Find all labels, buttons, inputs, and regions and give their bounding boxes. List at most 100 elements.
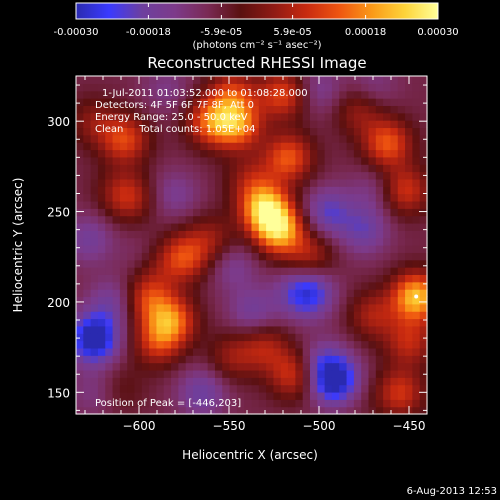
heatmap-cell (405, 325, 413, 334)
heatmap-cell (193, 333, 201, 342)
heatmap-cell (405, 237, 413, 246)
heatmap-cell (302, 112, 311, 121)
heatmap-cell (236, 311, 245, 320)
heatmap-cell (310, 112, 318, 121)
heatmap-cell (214, 245, 223, 253)
heatmap-cell (419, 178, 428, 187)
heatmap-cell (331, 149, 340, 158)
heatmap-cell (302, 289, 311, 298)
heatmap-cell (397, 98, 406, 106)
heatmap-cell (280, 267, 289, 275)
heatmap-cell (90, 347, 99, 356)
heatmap-cell (207, 142, 216, 151)
heatmap-cell (229, 369, 238, 378)
heatmap-cell (236, 391, 245, 400)
heatmap-cell (375, 200, 384, 209)
heatmap-cell (207, 171, 216, 180)
heatmap-cell (390, 245, 399, 253)
heatmap-cell (141, 333, 150, 342)
heatmap-cell (222, 222, 231, 231)
heatmap-cell (163, 208, 172, 217)
heatmap-cell (83, 134, 92, 143)
heatmap-cell (200, 193, 209, 202)
heatmap-cell (288, 303, 296, 312)
heatmap-cell (97, 355, 106, 364)
heatmap-cell (76, 76, 84, 84)
heatmap-cell (295, 274, 304, 283)
heatmap-cell (324, 296, 333, 305)
heatmap-cell (412, 127, 421, 136)
heatmap-cell (105, 215, 114, 224)
heatmap-cell (324, 377, 333, 386)
heatmap-cell (412, 369, 421, 378)
heatmap-cell (244, 171, 253, 180)
heatmap-cell (331, 200, 340, 209)
heatmap-cell (127, 333, 136, 342)
heatmap-cell (383, 142, 392, 151)
heatmap-cell (134, 149, 143, 158)
heatmap-cell (324, 222, 333, 231)
heatmap-cell (236, 347, 245, 356)
heatmap-cell (134, 259, 143, 268)
heatmap-cell (353, 267, 362, 275)
heatmap-cell (156, 252, 165, 261)
heatmap-cell (207, 208, 216, 217)
heatmap-cell (90, 171, 99, 180)
heatmap-cell (273, 178, 282, 187)
heatmap-cell (229, 237, 238, 246)
heatmap-cell (163, 406, 172, 415)
heatmap-cell (119, 112, 128, 121)
heatmap-cell (149, 105, 158, 114)
heatmap-cell (229, 90, 238, 99)
heatmap-cell (222, 259, 231, 268)
heatmap-cell (97, 83, 106, 92)
heatmap-cell (76, 252, 84, 261)
heatmap-cell (185, 134, 194, 143)
heatmap-cell (97, 296, 106, 305)
heatmap-cell (141, 237, 150, 246)
heatmap-cell (375, 267, 384, 275)
heatmap-cell (412, 208, 421, 217)
heatmap-cell (302, 149, 311, 158)
heatmap-cell (178, 252, 187, 261)
heatmap-cell (375, 90, 384, 99)
heatmap-cell (222, 303, 231, 312)
heatmap-cell (361, 391, 370, 400)
heatmap-cell (383, 318, 392, 327)
heatmap-cell (163, 215, 172, 224)
heatmap-cell (251, 120, 260, 129)
heatmap-cell (390, 200, 399, 209)
heatmap-cell (105, 222, 114, 231)
heatmap-cell (302, 340, 311, 349)
heatmap-cell (273, 156, 282, 165)
heatmap-cell (258, 384, 267, 393)
heatmap-cell (310, 355, 318, 364)
heatmap-cell (178, 296, 187, 305)
heatmap-cell (302, 399, 311, 408)
heatmap-cell (185, 215, 194, 224)
heatmap-cell (207, 200, 216, 209)
heatmap-cell (397, 333, 406, 342)
heatmap-cell (419, 208, 428, 217)
heatmap-cell (288, 222, 296, 231)
heatmap-cell (288, 355, 296, 364)
heatmap-cell (375, 340, 384, 349)
annotation-time-range: 1-Jul-2011 01:03:52.000 to 01:08:28.000 (102, 88, 308, 99)
heatmap-cell (229, 149, 238, 158)
heatmap-cell (295, 252, 304, 261)
heatmap-cell (76, 355, 84, 364)
heatmap-cell (163, 186, 172, 195)
heatmap-cell (302, 274, 311, 283)
heatmap-cell (353, 142, 362, 151)
heatmap-cell (156, 281, 165, 290)
heatmap-cell (405, 90, 413, 99)
heatmap-cell (156, 333, 165, 342)
heatmap-cell (97, 230, 106, 239)
heatmap-cell (419, 325, 428, 334)
heatmap-cell (112, 112, 121, 121)
heatmap-cell (127, 281, 136, 290)
heatmap-cell (317, 325, 326, 334)
heatmap-cell (258, 347, 267, 356)
x-tick-label: −550 (213, 419, 246, 433)
heatmap-cell (185, 127, 194, 136)
